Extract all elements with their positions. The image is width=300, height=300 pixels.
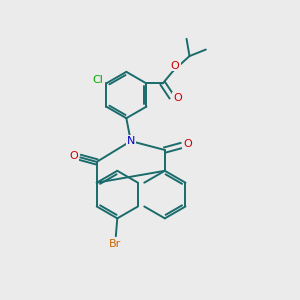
Text: O: O (173, 93, 182, 103)
Text: O: O (171, 61, 180, 70)
Text: Br: Br (109, 238, 121, 249)
Text: N: N (127, 136, 135, 146)
Text: Cl: Cl (92, 76, 104, 85)
Text: O: O (183, 139, 192, 149)
Text: O: O (70, 151, 78, 161)
